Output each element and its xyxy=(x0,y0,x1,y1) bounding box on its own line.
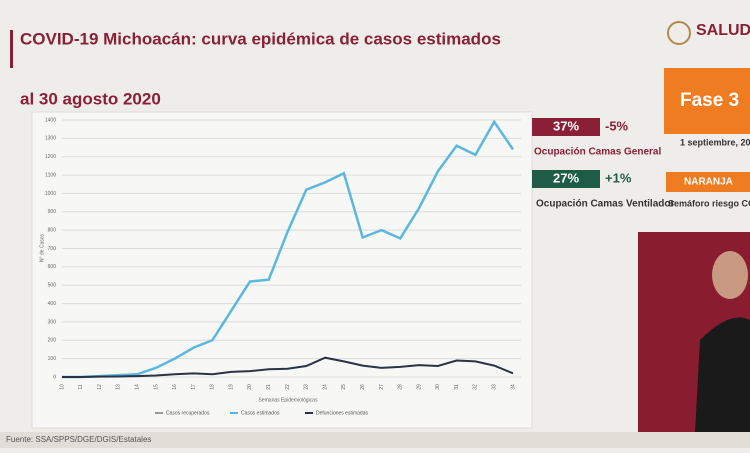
general-label: Ocupación Camas General xyxy=(534,147,661,158)
x-tick-label: 17 xyxy=(191,384,197,390)
legend-label: Casos estimados xyxy=(241,410,280,416)
y-tick-label: 0 xyxy=(53,374,56,380)
subtitle: al 30 agosto 2020 xyxy=(20,89,161,108)
x-tick-label: 26 xyxy=(360,384,366,390)
title-accent xyxy=(10,30,13,68)
interpreter-body xyxy=(695,317,750,432)
footer: Fuente: SSA/SPPS/DGE/DGIS/Estatales xyxy=(6,435,151,444)
x-tick-label: 18 xyxy=(210,384,216,390)
series-line xyxy=(62,356,514,378)
x-tick-label: 13 xyxy=(116,384,122,390)
logo-seal xyxy=(667,21,691,45)
x-tick-label: 27 xyxy=(379,384,385,390)
y-tick-label: 1300 xyxy=(45,136,56,142)
chart-area xyxy=(31,111,533,429)
x-tick-label: 30 xyxy=(435,384,441,390)
light-box xyxy=(666,172,750,192)
legend-label: Casos recuperados xyxy=(166,410,210,416)
y-axis-label: N° de Casos xyxy=(39,233,45,262)
general-change: -5% xyxy=(605,118,629,133)
y-tick-label: 100 xyxy=(48,356,57,362)
title: COVID-19 Michoacán: curva epidémica de c… xyxy=(20,29,501,48)
general-badge xyxy=(532,118,600,136)
vent-badge xyxy=(532,170,600,188)
x-tick-label: 28 xyxy=(398,384,404,390)
general-pct: 37% xyxy=(553,118,579,133)
vent-pct: 27% xyxy=(553,170,579,185)
y-tick-label: 300 xyxy=(48,319,57,325)
x-tick-label: 19 xyxy=(228,384,234,390)
logo: SALUD xyxy=(696,22,750,39)
x-tick-label: 15 xyxy=(153,384,159,390)
footer-bar xyxy=(0,432,750,448)
y-tick-label: 400 xyxy=(48,301,57,307)
vent-label: Ocupación Camas Ventilador xyxy=(536,199,674,210)
x-tick-label: 12 xyxy=(97,384,103,390)
phase-box xyxy=(664,68,750,134)
x-axis-label: Semanas Epidemiológicas xyxy=(259,397,318,403)
x-tick-label: 32 xyxy=(473,384,479,390)
x-tick-label: 14 xyxy=(134,384,140,390)
interpreter-head xyxy=(712,251,748,299)
light: NARANJA xyxy=(684,177,733,188)
x-tick-label: 22 xyxy=(285,384,291,390)
vent-change: +1% xyxy=(605,170,632,185)
y-tick-label: 200 xyxy=(48,338,57,344)
x-tick-label: 10 xyxy=(59,384,65,390)
x-tick-label: 23 xyxy=(304,384,310,390)
y-tick-label: 900 xyxy=(48,209,57,215)
y-tick-label: 700 xyxy=(48,246,57,252)
phase: Fase 3 xyxy=(680,90,739,111)
x-tick-label: 33 xyxy=(492,384,498,390)
y-tick-label: 1200 xyxy=(45,154,56,160)
legend-label: Defunciones estimadas xyxy=(316,410,368,416)
y-tick-label: 600 xyxy=(48,264,57,270)
x-tick-label: 31 xyxy=(454,384,460,390)
y-tick-label: 1100 xyxy=(45,172,56,178)
y-tick-label: 1400 xyxy=(45,117,56,123)
x-tick-label: 29 xyxy=(416,384,422,390)
date: 1 septiembre, 2020 xyxy=(680,137,750,147)
plot: 0 100 200 300 400 500 600 700 800 900 1000 1100 1200… xyxy=(39,117,521,416)
x-tick-label: 20 xyxy=(247,384,253,390)
x-tick-label: 24 xyxy=(322,384,328,390)
series-line xyxy=(62,119,515,379)
x-tick-label: 34 xyxy=(510,384,516,390)
x-tick-label: 25 xyxy=(341,384,347,390)
x-tick-label: 11 xyxy=(78,384,84,389)
light-label: Semáforo riesgo COVID-19 xyxy=(668,198,750,208)
y-tick-label: 500 xyxy=(48,283,57,289)
x-tick-label: 16 xyxy=(172,384,178,390)
y-tick-label: 800 xyxy=(48,227,57,233)
y-tick-label: 1000 xyxy=(45,191,56,197)
x-tick-label: 21 xyxy=(266,384,272,390)
